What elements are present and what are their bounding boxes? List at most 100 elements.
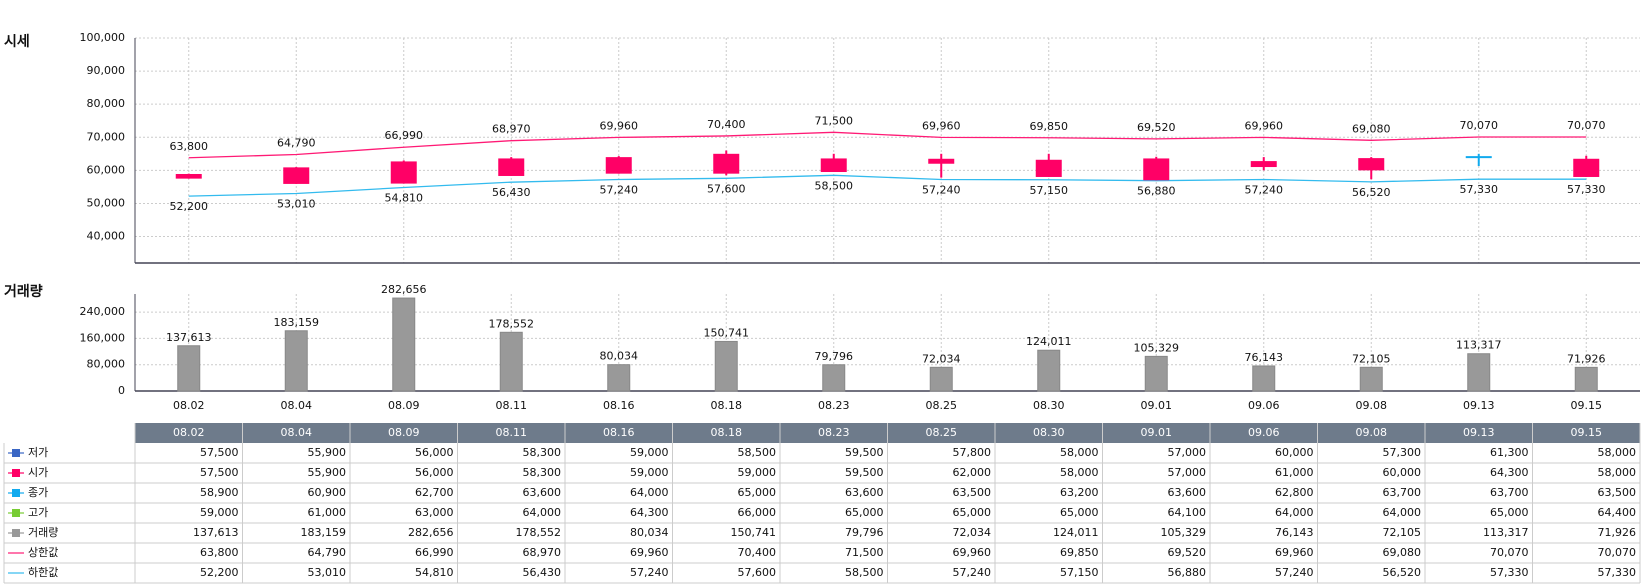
table-cell: 57,330	[1598, 566, 1637, 579]
table-cell: 59,000	[200, 506, 239, 519]
table-header-cell: 08.18	[711, 426, 743, 439]
volume-bar	[1359, 366, 1383, 392]
table-cell: 53,010	[308, 566, 347, 579]
table-cell: 70,400	[738, 546, 777, 559]
table-cell: 76,143	[1275, 526, 1314, 539]
table-cell: 56,000	[415, 446, 454, 459]
row-label: 시가	[28, 466, 48, 479]
volume-bar	[1037, 349, 1061, 392]
x-tick-label: 08.16	[603, 399, 635, 412]
table-cell: 60,900	[308, 486, 347, 499]
upper-label: 70,070	[1460, 119, 1499, 132]
table-header-cell: 08.23	[818, 426, 850, 439]
table-cell: 124,011	[1053, 526, 1099, 539]
table-cell: 65,000	[1060, 506, 1099, 519]
table-cell: 57,500	[200, 466, 239, 479]
table-cell: 69,520	[1168, 546, 1207, 559]
table-cell: 61,000	[308, 506, 347, 519]
volume-label: 124,011	[1026, 335, 1072, 348]
volume-bar	[1144, 355, 1168, 392]
table-cell: 63,700	[1383, 486, 1422, 499]
upper-label: 68,970	[492, 123, 531, 136]
upper-label: 70,070	[1567, 119, 1606, 132]
table-cell: 59,000	[630, 466, 669, 479]
table-cell: 72,034	[953, 526, 992, 539]
lower-label: 58,500	[815, 179, 854, 192]
table-header-cell: 08.09	[388, 426, 420, 439]
lower-label: 53,010	[277, 197, 316, 210]
table-cell: 64,300	[1490, 466, 1529, 479]
volume-bar	[284, 330, 308, 392]
x-tick-label: 08.09	[388, 399, 420, 412]
row-label: 하한값	[28, 565, 58, 579]
table-cell: 70,070	[1598, 546, 1637, 559]
table-cell: 56,880	[1168, 566, 1207, 579]
lower-label: 57,240	[922, 183, 961, 196]
table-cell: 178,552	[516, 526, 562, 539]
table-cell: 64,300	[630, 506, 669, 519]
table-cell: 57,300	[1383, 446, 1422, 459]
table-cell: 282,656	[408, 526, 454, 539]
upper-label: 69,080	[1352, 122, 1391, 135]
volume-label: 137,613	[166, 331, 212, 344]
table-cell: 59,500	[845, 466, 884, 479]
table-cell: 72,105	[1383, 526, 1422, 539]
lower-label: 56,430	[492, 186, 531, 199]
table-cell: 58,500	[845, 566, 884, 579]
candle-body	[1358, 158, 1385, 171]
upper-label: 64,790	[277, 137, 316, 150]
candle-body	[928, 158, 955, 164]
table-cell: 69,850	[1060, 546, 1099, 559]
x-tick-label: 09.06	[1248, 399, 1280, 412]
volume-label: 72,105	[1352, 352, 1391, 365]
table-cell: 59,000	[738, 466, 777, 479]
lower-line	[188, 174, 1587, 197]
table-cell: 57,330	[1490, 566, 1529, 579]
volume-label: 72,034	[922, 352, 961, 365]
volume-bar	[929, 366, 953, 392]
table-cell: 63,600	[845, 486, 884, 499]
table-cell: 55,900	[308, 466, 347, 479]
table-cell: 55,900	[308, 446, 347, 459]
table-cell: 54,810	[415, 566, 454, 579]
table-cell: 68,970	[523, 546, 562, 559]
table-cell: 79,796	[845, 526, 884, 539]
y-tick-label: 90,000	[87, 64, 126, 77]
table-cell: 63,600	[523, 486, 562, 499]
x-tick-label: 08.23	[818, 399, 850, 412]
table-cell: 58,000	[1060, 446, 1099, 459]
table-cell: 61,300	[1490, 446, 1529, 459]
chart-title: 시세	[4, 34, 30, 50]
table-cell: 64,000	[630, 486, 669, 499]
table-cell: 64,400	[1598, 506, 1637, 519]
table-cell: 64,000	[1383, 506, 1422, 519]
candle-body	[713, 153, 740, 174]
table-cell: 56,520	[1383, 566, 1422, 579]
table-cell: 57,800	[953, 446, 992, 459]
table-cell: 58,500	[738, 446, 777, 459]
table-cell: 66,990	[415, 546, 454, 559]
table-cell: 56,430	[523, 566, 562, 579]
legend-icon	[12, 469, 20, 477]
table-cell: 64,100	[1168, 506, 1207, 519]
upper-label: 69,960	[1245, 119, 1284, 132]
y-tick-label: 40,000	[87, 230, 126, 243]
volume-label: 183,159	[274, 316, 320, 329]
table-header-cell: 08.02	[173, 426, 205, 439]
table-header-cell: 08.25	[926, 426, 958, 439]
table-cell: 105,329	[1161, 526, 1207, 539]
table-cell: 69,080	[1383, 546, 1422, 559]
y-tick-label: 240,000	[80, 305, 126, 318]
table-cell: 64,790	[308, 546, 347, 559]
table-cell: 71,500	[845, 546, 884, 559]
x-tick-label: 08.04	[281, 399, 313, 412]
table-cell: 57,240	[953, 566, 992, 579]
table-cell: 80,034	[630, 526, 669, 539]
volume-label: 105,329	[1134, 341, 1180, 354]
table-cell: 137,613	[193, 526, 239, 539]
row-label: 저가	[28, 446, 48, 459]
candle-body	[1465, 156, 1492, 159]
volume-bar	[1467, 353, 1491, 392]
volume-label: 150,741	[704, 326, 750, 339]
